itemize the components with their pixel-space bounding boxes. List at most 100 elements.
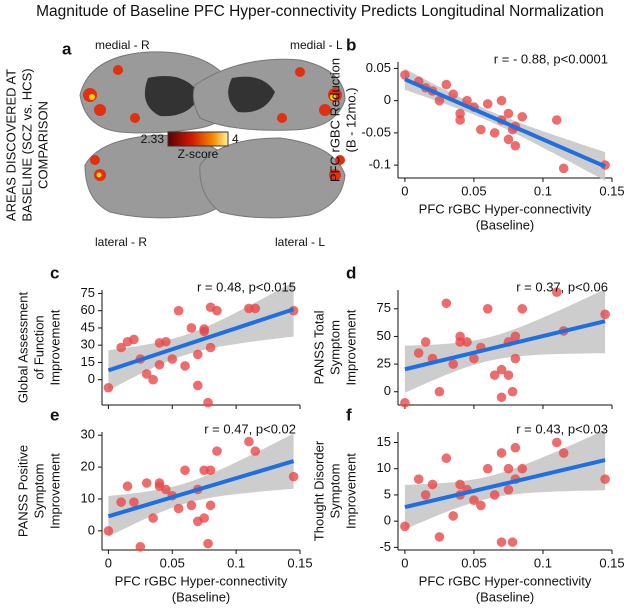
data-point	[476, 124, 486, 135]
y-tick-label: 25	[377, 356, 391, 371]
data-point	[288, 471, 299, 482]
panel-label: d	[346, 263, 356, 282]
y-tick-label: 0	[384, 383, 391, 398]
data-point	[496, 537, 507, 547]
side-label-line: COMPARISON	[35, 101, 50, 189]
confidence-band	[404, 429, 606, 530]
y-tick-label: 60	[81, 302, 95, 317]
data-point	[129, 497, 139, 507]
data-point	[600, 474, 610, 485]
data-point	[161, 484, 171, 495]
y-tick-label: 10	[377, 460, 391, 475]
data-point	[141, 478, 152, 488]
y-axis-label: PANSS Total Symptom Improvement	[311, 309, 358, 385]
y-tick-label: -0.05	[361, 124, 391, 139]
data-point	[400, 521, 410, 532]
x-tick-label: 0	[401, 183, 408, 198]
data-point	[420, 337, 431, 347]
y-axis-label-line: Improvement	[343, 453, 358, 529]
y-tick-label: 0	[88, 522, 95, 537]
data-point	[496, 364, 507, 375]
colorbar	[167, 131, 229, 147]
data-point	[167, 354, 178, 364]
fit-line	[404, 319, 606, 372]
data-point	[434, 95, 445, 106]
data-point	[212, 305, 222, 316]
data-point	[510, 140, 521, 151]
annotation: r = - 0.88, p<0.0001	[494, 51, 608, 66]
data-point	[455, 331, 465, 342]
y-axis-label: PFC rGBC Reduction (B - 12mo.)	[327, 58, 358, 182]
y-axis-label-line: PFC rGBC Reduction	[327, 58, 342, 182]
data-point	[469, 353, 479, 364]
y-tick-label: -0.1	[369, 157, 391, 172]
y-axis-label-line: PANSS Positive	[15, 445, 30, 537]
data-point	[510, 353, 521, 364]
data-point	[489, 128, 500, 138]
data-point	[203, 397, 213, 408]
data-point	[203, 538, 213, 549]
data-point	[141, 369, 152, 379]
data-point	[600, 309, 610, 320]
data-point	[173, 305, 184, 316]
x-axis-label-line: PFC rGBC Hyper-connectivity	[419, 201, 592, 216]
data-point	[476, 500, 486, 511]
data-point	[212, 446, 222, 456]
x-axis-label-line: (Baseline)	[476, 217, 535, 232]
data-point	[503, 463, 514, 474]
x-axis-label-line: PFC rGBC Hyper-connectivity	[115, 573, 288, 588]
side-label-line: AREAS DISCOVERED AT	[3, 69, 18, 221]
data-point	[434, 532, 445, 542]
data-point	[205, 342, 216, 353]
data-point	[199, 513, 209, 523]
y-axis-label-line: Thought Disorder	[311, 440, 326, 541]
data-point	[455, 479, 465, 490]
y-tick-label: 45	[81, 319, 95, 334]
data-point	[193, 380, 203, 391]
data-point	[205, 465, 216, 476]
x-tick-label: 0.1	[227, 555, 245, 570]
y-tick-label: 50	[377, 328, 391, 343]
data-point	[496, 95, 507, 106]
data-point	[413, 348, 424, 358]
data-point	[551, 437, 562, 448]
data-point	[420, 490, 431, 500]
panel-label: a	[62, 39, 72, 58]
data-point	[469, 495, 479, 505]
y-axis-label-line: Improvement	[343, 309, 358, 385]
data-point	[558, 448, 569, 458]
data-point	[551, 115, 562, 125]
y-axis-label-line: of Function	[31, 315, 46, 379]
data-point	[135, 542, 146, 552]
y-tick-label: 5	[384, 486, 391, 501]
data-point	[413, 474, 424, 485]
y-axis-label-line: Improvement	[47, 309, 62, 385]
view-label: lateral - R	[95, 235, 147, 249]
annotation: r = 0.47, p<0.02	[204, 421, 296, 436]
data-point	[482, 99, 493, 109]
y-tick-label: 30	[81, 337, 95, 352]
x-axis-label-line: (Baseline)	[172, 589, 231, 604]
data-point	[148, 374, 158, 385]
panel-label: f	[346, 405, 352, 424]
y-tick-label: 0	[384, 513, 391, 528]
data-point	[154, 359, 165, 370]
x-tick-label: 0	[401, 555, 408, 570]
side-label: AREAS DISCOVERED AT BASELINE (SCZ vs. HC…	[3, 68, 50, 221]
data-point	[503, 134, 514, 145]
data-point	[517, 111, 528, 122]
data-point	[496, 392, 507, 403]
fit-line	[404, 458, 606, 510]
data-point	[448, 89, 459, 100]
x-tick-label: 0.15	[287, 555, 312, 570]
y-tick-label: 20	[81, 459, 95, 474]
y-axis-label-line: Global Assessment	[15, 291, 30, 403]
view-label: medial - R	[95, 38, 150, 52]
y-tick-label: 0	[384, 92, 391, 107]
data-point	[434, 386, 445, 397]
view-label: medial - L	[290, 38, 343, 52]
panel-label: c	[50, 263, 59, 282]
data-point	[122, 481, 133, 492]
